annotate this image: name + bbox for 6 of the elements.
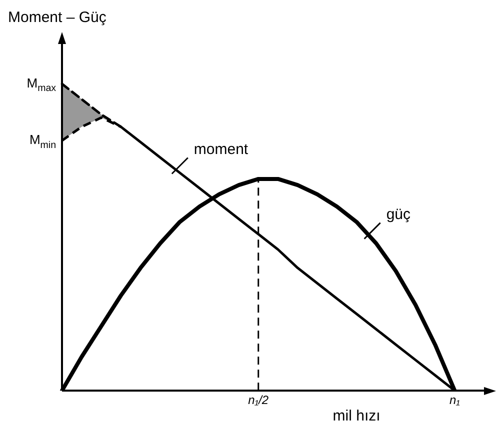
x-tick-label: n₁/2 xyxy=(248,393,269,408)
x-axis-title: mil hızı xyxy=(332,408,380,425)
y-axis-title: Moment – Güç xyxy=(8,9,107,26)
series-label: güç xyxy=(386,206,412,223)
series-label: moment xyxy=(194,140,249,158)
x-tick-label: n₁ xyxy=(449,393,460,408)
